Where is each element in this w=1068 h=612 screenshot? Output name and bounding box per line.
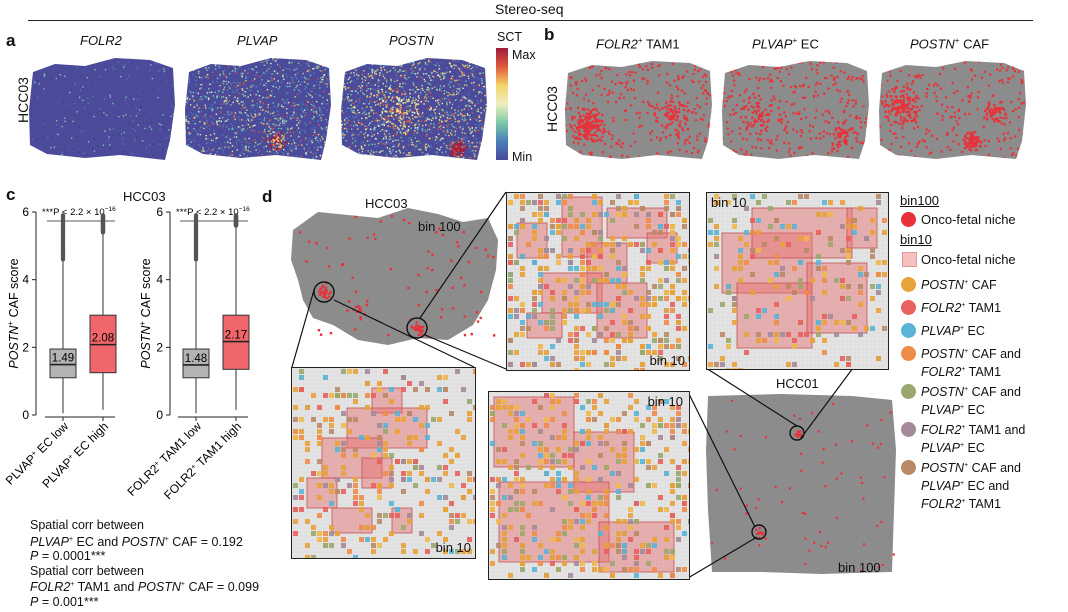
y-tick-label: 2	[156, 340, 163, 354]
y-tick-label: 0	[22, 408, 29, 422]
inset2-bin-label: bin 10	[711, 195, 747, 210]
y-tick-label: 4	[22, 273, 29, 287]
box-outlier	[60, 213, 66, 218]
panel-c-title: HCC03	[123, 189, 166, 204]
median-label: 2.08	[92, 333, 114, 345]
box-iqr	[182, 348, 210, 379]
legend-dot	[901, 346, 916, 361]
y-axis-label: POSTN+ CAF score	[6, 258, 21, 368]
corr-1-line3: P = 0.0001***	[30, 549, 106, 564]
panel-b-sample-label: HCC03	[544, 86, 560, 132]
panel-a-label: a	[6, 31, 16, 50]
legend-item-label: FOLR2+ TAM1	[921, 301, 1002, 316]
title-rule	[28, 20, 1033, 21]
legend-niche-label: Onco-fetal niche	[921, 212, 1016, 227]
corr-1-line1: Spatial corr between	[30, 518, 144, 532]
y-tick-label: 6	[22, 205, 29, 219]
panel-a-gene-2: PLVAP	[237, 33, 278, 48]
inset-hcc03-right: bin 10	[506, 192, 690, 371]
hcc03-bin100-label: bin 100	[418, 219, 461, 234]
legend-niche-bin10-label: Onco-fetal niche	[921, 252, 1016, 267]
legend-item-label: FOLR2+ TAM1 and PLVAP+ EC	[921, 423, 1026, 456]
inset-hcc03-left: bin 10	[291, 367, 476, 559]
panel-b-title-1: FOLR2+ TAM1	[596, 36, 680, 52]
legend-dot	[901, 384, 916, 399]
corr-2-line1: Spatial corr between	[30, 563, 144, 578]
legend-dot	[901, 460, 916, 475]
panel-a-gene-3: POSTN	[389, 33, 434, 48]
box-outlier	[100, 213, 106, 218]
inset-hcc01-top: bin 10	[706, 192, 889, 370]
y-tick-label: 6	[156, 205, 163, 219]
heatmap-plvap	[185, 58, 331, 160]
legend-niche-square	[902, 252, 917, 267]
panel-b-title-3: POSTN+ CAF	[910, 36, 990, 52]
hcc01-zoom-circle-2	[751, 524, 767, 540]
legend-bin10-title: bin10	[900, 232, 932, 247]
colorbar-max: Max	[512, 48, 536, 62]
legend-item-label: POSTN+ CAF and FOLR2+ TAM1	[921, 347, 1021, 380]
colorbar	[496, 48, 508, 160]
hcc03-label: HCC03	[365, 196, 408, 211]
corr-1-line2: PLVAP+ EC and POSTN+ CAF = 0.192	[30, 534, 243, 549]
hcc03-tissue	[291, 208, 498, 345]
median-label: 1.49	[52, 353, 74, 365]
legend-niche-dot	[901, 212, 916, 227]
inset3-bin-label: bin 10	[435, 540, 471, 555]
hcc01-label: HCC01	[776, 376, 819, 391]
corr-2-line3: P = 0.001***	[30, 594, 99, 609]
figure-title: Stereo-seq	[495, 1, 564, 17]
legend-dot	[901, 277, 916, 292]
legend-bin100-title: bin100	[900, 193, 940, 208]
box-iqr	[49, 348, 77, 379]
heatmap-folr2	[29, 58, 175, 160]
hcc01-bin100-label: bin 100	[838, 560, 881, 575]
legend-item-label: POSTN+ CAF and PLVAP+ EC	[921, 385, 1021, 418]
colorbar-min: Min	[512, 150, 533, 164]
box-outlier	[193, 213, 199, 218]
map-folr2-tam1	[565, 61, 712, 159]
box-outlier	[233, 213, 239, 218]
panel-d-label: d	[262, 187, 273, 206]
x-tick-label: FOLR2+ TAM1 high	[161, 419, 244, 502]
hcc01-tissue	[706, 394, 896, 574]
y-axis-label: POSTN+ CAF score	[138, 258, 153, 368]
x-tick-label: FOLR2+ TAM1 low	[124, 419, 204, 499]
panel-b-maps	[565, 61, 1026, 159]
median-label: 1.48	[185, 353, 207, 365]
legend-dot	[901, 323, 916, 338]
median-label: 2.17	[225, 330, 247, 342]
corr-text-1: Spatial corr between PLVAP+ EC and POSTN…	[30, 518, 259, 609]
legend-item-label: POSTN+ CAF	[921, 278, 997, 293]
inset4-bin-label: bin 10	[647, 394, 683, 409]
panel-b-title-2: PLVAP+ EC	[752, 36, 819, 52]
inset1-bin-label: bin 10	[649, 353, 685, 368]
map-plvap-ec	[722, 61, 869, 159]
corr-2-line2: FOLR2+ TAM1 and POSTN+ CAF = 0.099	[30, 580, 260, 595]
legend-item-label: PLVAP+ EC	[921, 324, 985, 339]
panel-c-boxplots: 0 2 4 6 POSTN+ CAF score ***P < 2.2 × 10−16 1.…	[3, 205, 250, 502]
legend-dot	[901, 422, 916, 437]
y-tick-label: 4	[156, 273, 163, 287]
panel-a-heatmaps	[29, 58, 487, 160]
panel-b-label: b	[544, 25, 555, 44]
pvalue-label: ***P < 2.2 × 10−16	[176, 206, 250, 218]
colorbar-title: SCT	[497, 30, 522, 44]
y-tick-label: 0	[156, 408, 163, 422]
panel-a-gene-1: FOLR2	[80, 33, 122, 48]
pvalue-label: ***P < 2.2 × 10−16	[42, 206, 116, 218]
map-postn-caf	[879, 61, 1026, 159]
panel-c-label: c	[6, 185, 16, 204]
inset-hcc01-bottom: bin 10	[488, 391, 690, 580]
legend-item-label: POSTN+ CAF and PLVAP+ EC and FOLR2+ TAM1	[921, 461, 1021, 512]
legend-dot	[901, 300, 916, 315]
heatmap-postn	[341, 58, 487, 160]
y-tick-label: 2	[22, 340, 29, 354]
legend: bin100 Onco-fetal niche bin10 Onco-fetal…	[896, 193, 1066, 511]
